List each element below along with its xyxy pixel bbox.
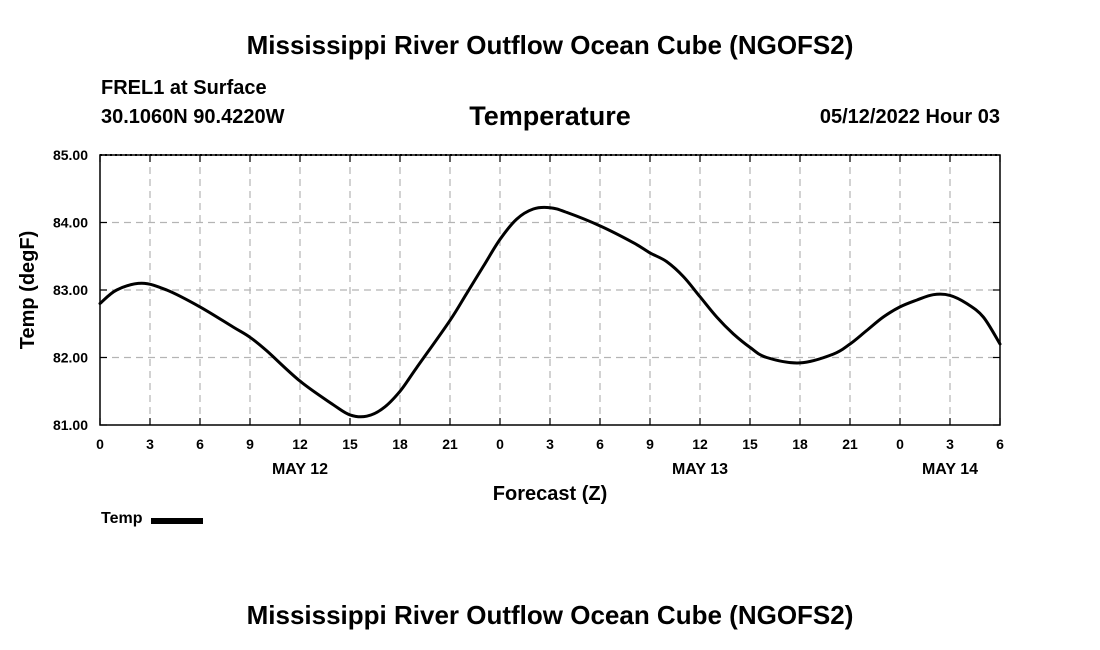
x-tick-label: 6 xyxy=(996,436,1004,452)
x-tick-label: 18 xyxy=(392,436,408,452)
legend-swatch xyxy=(151,518,204,524)
axis-labels: 0 3 6 9 12 15 18 21 0 3 6 9 12 15 18 21 0 3 6 81.00 82.00 83.… xyxy=(53,147,1004,478)
temperature-chart: 0 3 6 9 12 15 18 21 0 3 6 9 12 15 18 21 0 3 6 81.00 82.00 83.… xyxy=(17,147,1004,505)
x-tick-label: 0 xyxy=(496,436,504,452)
x-tick-label: 15 xyxy=(342,436,358,452)
date-label: MAY 13 xyxy=(672,461,728,478)
y-axis-title: Temp (degF) xyxy=(17,231,39,350)
temp-series-line xyxy=(98,205,1002,419)
x-tick-label: 12 xyxy=(692,436,708,452)
legend-label: Temp xyxy=(101,510,143,527)
x-tick-label: 9 xyxy=(246,436,254,452)
x-tick-label: 12 xyxy=(292,436,308,452)
coordinates-label: 30.1060N 90.4220W xyxy=(101,106,285,128)
x-tick-label: 15 xyxy=(742,436,758,452)
date-label: MAY 12 xyxy=(272,461,328,478)
y-tick-label: 85.00 xyxy=(53,147,88,163)
y-tick-label: 82.00 xyxy=(53,350,88,366)
x-tick-label: 18 xyxy=(792,436,808,452)
date-label: MAY 14 xyxy=(922,461,978,478)
main-title: Mississippi River Outflow Ocean Cube (NG… xyxy=(246,30,854,60)
x-tick-label: 21 xyxy=(842,436,858,452)
x-tick-label: 9 xyxy=(646,436,654,452)
x-tick-label: 3 xyxy=(146,436,154,452)
station-label: FREL1 at Surface xyxy=(101,77,267,99)
footer-title: Mississippi River Outflow Ocean Cube (NG… xyxy=(246,600,854,630)
x-tick-label: 0 xyxy=(896,436,904,452)
y-tick-label: 84.00 xyxy=(53,215,88,231)
x-tick-label: 21 xyxy=(442,436,458,452)
y-tick-label: 83.00 xyxy=(53,282,88,298)
forecast-datetime: 05/12/2022 Hour 03 xyxy=(819,106,1000,128)
x-tick-label: 6 xyxy=(196,436,204,452)
legend: Temp xyxy=(101,510,204,528)
x-tick-label: 0 xyxy=(96,436,104,452)
y-tick-label: 81.00 xyxy=(53,417,88,433)
x-tick-label: 3 xyxy=(546,436,554,452)
chart-title: Temperature xyxy=(469,101,631,131)
grid xyxy=(100,155,1000,425)
x-tick-label: 3 xyxy=(946,436,954,452)
axis-ticks xyxy=(99,154,1001,426)
x-tick-label: 6 xyxy=(596,436,604,452)
x-axis-title: Forecast (Z) xyxy=(493,483,607,505)
